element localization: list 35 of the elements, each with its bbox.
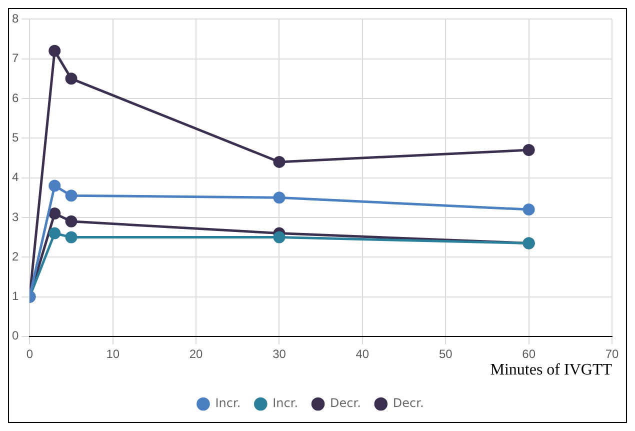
x-tick-label: 60 [522,346,536,361]
y-tick-label: 5 [12,130,19,144]
y-tick-label: 8 [12,12,19,26]
y-tick-label: 0 [12,328,19,343]
x-tick-label: 20 [189,346,204,361]
point [65,215,78,228]
x-tick-label: 50 [438,346,453,361]
point [48,227,61,240]
point [48,44,61,57]
point [65,190,78,202]
point [48,207,61,220]
x-tick-label: 0 [26,346,34,361]
y-tick-label: 2 [12,249,19,264]
y-tick-label: 4 [12,170,19,184]
point [522,204,535,216]
legend-label: Incr. [272,396,298,410]
y-tick-label: 3 [12,210,19,224]
y-tick-label: 7 [12,51,19,66]
point [273,231,286,244]
point [65,72,78,85]
legend-label: Decr. [392,396,424,410]
point [48,180,61,192]
x-tick-label: 30 [272,346,286,361]
y-tick-label: 1 [12,289,19,304]
legend-label: Decr. [330,396,361,410]
x-tick-label: 40 [356,346,370,361]
y-tick-label: 6 [12,90,19,105]
point [65,231,78,244]
point [273,156,286,168]
x-axis-title: Minutes of IVGTT [490,362,612,379]
point [273,192,286,204]
point [522,144,535,156]
x-tick-label: 10 [106,346,120,361]
legend-label: Incr. [215,396,241,410]
x-tick-label: 70 [605,346,619,361]
